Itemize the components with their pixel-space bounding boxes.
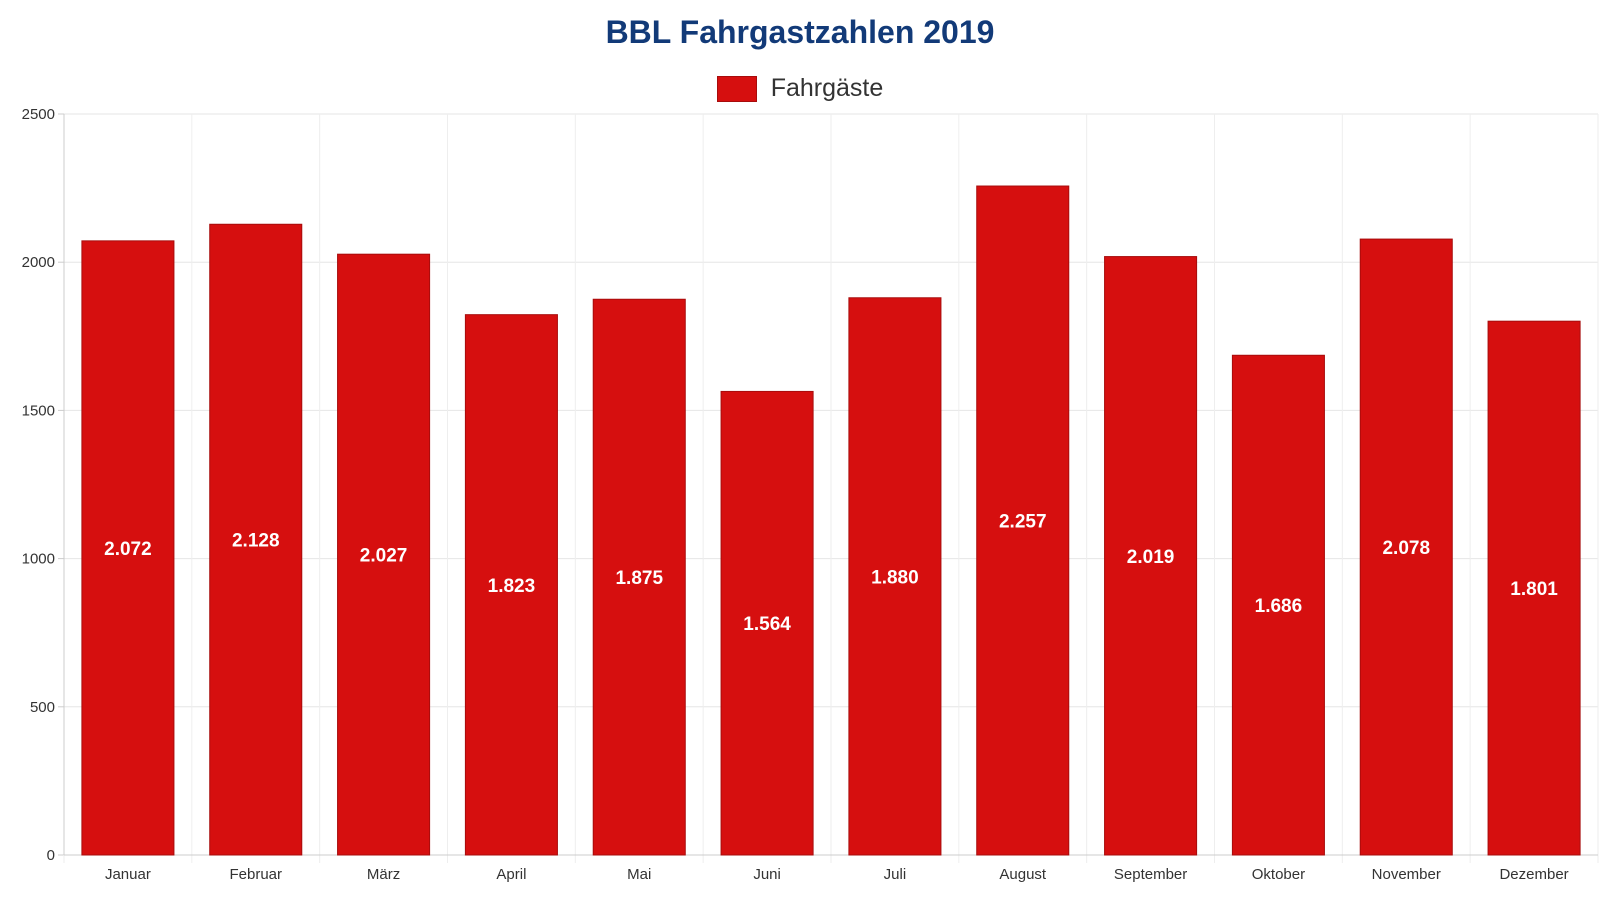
bar bbox=[1359, 238, 1453, 856]
bar-value-label: 2.019 bbox=[1127, 547, 1175, 568]
bar bbox=[592, 298, 686, 856]
y-tick-label: 0 bbox=[47, 847, 55, 864]
bar-value-label: 2.072 bbox=[104, 539, 152, 560]
x-tick-label: April bbox=[496, 866, 526, 883]
bar-value-label: 1.564 bbox=[743, 614, 791, 635]
legend-swatch bbox=[716, 75, 757, 102]
bar bbox=[848, 297, 942, 856]
x-tick-label: September bbox=[1114, 866, 1187, 883]
bar-value-label: 2.027 bbox=[360, 546, 408, 567]
y-tick-label: 2000 bbox=[22, 254, 55, 271]
bar bbox=[209, 223, 303, 856]
x-tick-label: März bbox=[367, 866, 400, 883]
legend-label: Fahrgäste bbox=[770, 74, 884, 102]
y-tick-label: 1000 bbox=[22, 551, 55, 568]
bar bbox=[464, 314, 558, 856]
chart-title: BBL Fahrgastzahlen 2019 bbox=[605, 14, 995, 50]
legend[interactable]: Fahrgäste bbox=[0, 74, 1600, 103]
x-tick-label: Oktober bbox=[1252, 866, 1305, 883]
x-tick-label: Februar bbox=[229, 866, 282, 883]
bar-value-label: 2.257 bbox=[999, 512, 1047, 533]
y-tick-label: 500 bbox=[30, 699, 55, 716]
y-tick-label: 2500 bbox=[22, 106, 55, 123]
x-tick-label: Januar bbox=[105, 866, 151, 883]
x-tick-label: August bbox=[999, 866, 1047, 883]
bar-value-label: 2.078 bbox=[1382, 538, 1430, 559]
bar bbox=[1487, 320, 1581, 856]
bar bbox=[81, 240, 175, 856]
bar-value-label: 2.128 bbox=[232, 531, 280, 552]
x-tick-label: Mai bbox=[627, 866, 651, 883]
x-tick-label: Juni bbox=[753, 866, 781, 883]
bar-value-label: 1.801 bbox=[1510, 579, 1558, 600]
bar bbox=[337, 253, 431, 856]
x-tick-label: Dezember bbox=[1499, 866, 1568, 883]
bar bbox=[1231, 354, 1325, 856]
bar-value-label: 1.880 bbox=[871, 567, 919, 588]
bar bbox=[720, 390, 814, 856]
bar-value-label: 1.875 bbox=[615, 568, 663, 589]
bar bbox=[1104, 256, 1198, 856]
y-tick-label: 1500 bbox=[22, 402, 55, 419]
x-tick-label: Juli bbox=[884, 866, 907, 883]
bar bbox=[976, 185, 1070, 856]
bar-value-label: 1.686 bbox=[1255, 596, 1303, 617]
bar-value-label: 1.823 bbox=[488, 576, 536, 597]
x-tick-label: November bbox=[1372, 866, 1441, 883]
